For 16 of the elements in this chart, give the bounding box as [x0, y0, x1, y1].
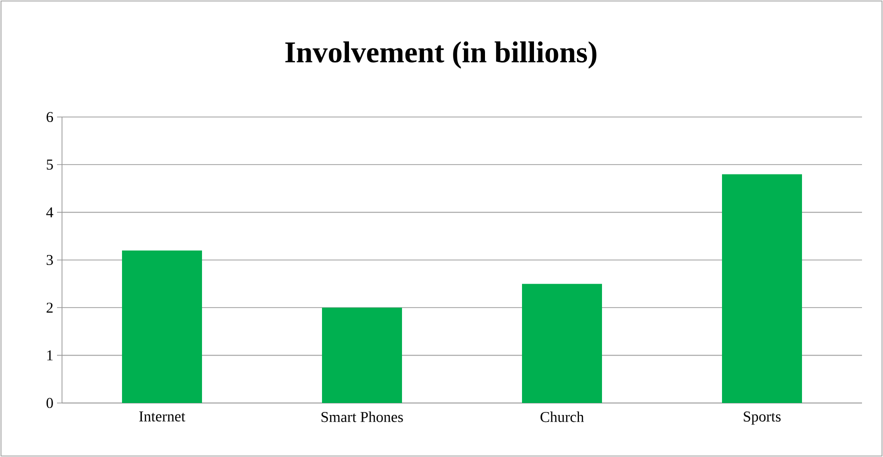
x-tick-label: Internet: [139, 412, 186, 422]
bar: [122, 250, 202, 403]
y-tick-label: 4: [46, 207, 54, 218]
bar: [522, 284, 602, 403]
y-tick-label: 3: [46, 254, 53, 266]
x-tick-label: Smart Phones: [322, 412, 403, 422]
y-tick-label: 5: [46, 160, 53, 170]
x-tick-label: Church: [540, 412, 584, 422]
bar: [322, 308, 402, 403]
chart-title: Involvement (in billions): [285, 41, 596, 69]
y-tick-label: 2: [46, 302, 53, 313]
x-tick-label: Sports: [744, 412, 781, 425]
y-tick-label: 6: [46, 112, 54, 122]
y-tick-label: 0: [46, 398, 53, 408]
bar: [722, 174, 802, 403]
y-tick-label: 1: [47, 350, 53, 360]
